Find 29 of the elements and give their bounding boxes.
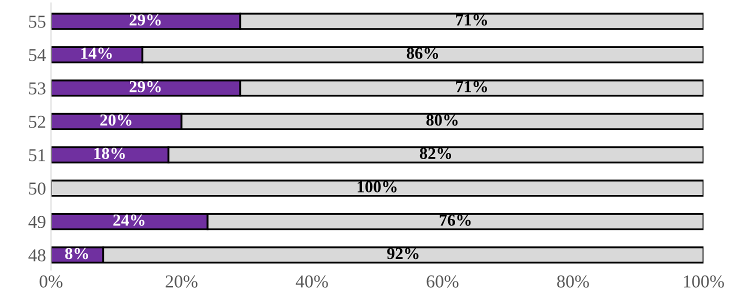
y-tick-label: 55 bbox=[29, 16, 46, 28]
data-label: 29% bbox=[130, 14, 161, 26]
x-tick-label: 20% bbox=[166, 275, 198, 288]
y-tick-label: 52 bbox=[29, 116, 46, 128]
data-label: 29% bbox=[130, 81, 161, 92]
data-label: 8% bbox=[65, 248, 88, 260]
data-label: 24% bbox=[113, 214, 144, 226]
x-tick-label: 40% bbox=[296, 275, 328, 288]
y-tick-label: 53 bbox=[29, 82, 46, 95]
y-tick-label: 51 bbox=[29, 149, 46, 162]
data-label: 18% bbox=[94, 148, 125, 160]
data-label: 14% bbox=[81, 48, 112, 59]
y-tick-label: 49 bbox=[28, 216, 46, 228]
y-tick-label: 54 bbox=[29, 49, 46, 62]
y-tick-label: 50 bbox=[29, 182, 46, 195]
x-tick-label: 100% bbox=[684, 275, 724, 288]
data-label: 80% bbox=[426, 114, 458, 126]
data-label: 71% bbox=[456, 14, 487, 26]
data-label: 82% bbox=[420, 148, 452, 160]
data-label: 76% bbox=[440, 214, 471, 226]
data-label: 92% bbox=[387, 248, 418, 260]
data-label: 71% bbox=[456, 81, 487, 92]
x-tick-label: 80% bbox=[557, 275, 589, 288]
data-label: 100% bbox=[358, 181, 397, 192]
x-tick-label: 60% bbox=[426, 275, 458, 288]
data-label: 20% bbox=[100, 114, 132, 126]
y-tick-label: 48 bbox=[28, 249, 46, 262]
x-tick-label: 0% bbox=[40, 275, 62, 288]
data-label: 86% bbox=[406, 48, 438, 59]
